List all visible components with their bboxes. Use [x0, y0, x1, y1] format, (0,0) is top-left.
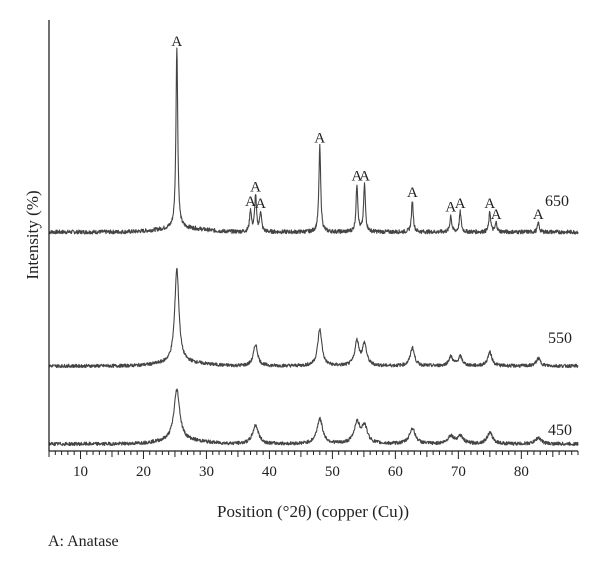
peak-label-anatase: A — [255, 196, 266, 212]
pattern-traces — [48, 47, 579, 447]
peak-label-anatase: A — [245, 194, 256, 210]
peak-label-anatase: A — [533, 207, 544, 223]
peak-label-anatase: A — [250, 180, 261, 196]
peak-label-anatase: A — [171, 34, 182, 50]
legend-note: A: Anatase — [48, 533, 119, 550]
peak-label-anatase: A — [314, 130, 325, 146]
y-axis-label: Intensity (%) — [23, 190, 42, 279]
x-ticks: 10 20 30 40 50 60 70 80 — [48, 451, 579, 480]
peak-label-anatase: A — [407, 185, 418, 201]
pattern-trace-450 — [48, 388, 579, 447]
x-tick-label: 10 — [73, 464, 88, 480]
x-tick-label: 50 — [325, 464, 340, 480]
peak-label-anatase: A — [491, 207, 502, 223]
x-axis-label: Position (°2θ) (copper (Cu)) — [217, 502, 409, 521]
peak-label-anatase: A — [352, 169, 363, 185]
x-tick-label: 40 — [262, 464, 277, 480]
axes — [48, 20, 578, 452]
peak-label-anatase: A — [445, 200, 456, 216]
series-labels: 650 550 450 — [545, 193, 572, 439]
pattern-trace-650 — [48, 47, 579, 235]
x-tick-label: 70 — [451, 464, 466, 480]
pattern-trace-550 — [48, 267, 579, 369]
x-tick-label: 30 — [199, 464, 214, 480]
series-label-550: 550 — [548, 330, 572, 347]
series-label-450: 450 — [548, 422, 572, 439]
peak-label-anatase: A — [484, 196, 495, 212]
x-tick-label: 20 — [136, 464, 151, 480]
x-tick-label: 60 — [388, 464, 403, 480]
peak-label-anatase: A — [455, 196, 466, 212]
peak-label-anatase: A — [359, 169, 370, 185]
x-tick-label: 80 — [514, 464, 529, 480]
series-label-650: 650 — [545, 193, 569, 210]
